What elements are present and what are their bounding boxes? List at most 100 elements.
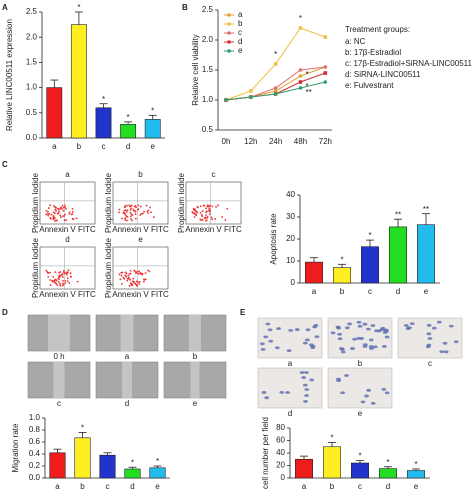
event-dot	[195, 210, 198, 213]
event-dot	[130, 218, 132, 220]
event-dot	[135, 272, 137, 274]
cell	[426, 332, 432, 336]
cell	[352, 337, 358, 341]
y-tick-label: 0.8	[29, 425, 41, 434]
event-dot	[148, 270, 151, 273]
event-dot	[71, 210, 74, 213]
event-dot	[52, 211, 55, 214]
event-dot	[47, 210, 49, 213]
cell	[448, 324, 454, 328]
x-tick-label: c	[102, 142, 106, 151]
event-dot	[136, 208, 139, 211]
x-tick-label: d	[130, 482, 134, 491]
y-tick-label: 40	[286, 190, 295, 199]
event-dot	[68, 281, 71, 284]
cell	[337, 332, 343, 336]
event-dot	[140, 213, 143, 215]
event-dot	[58, 271, 61, 274]
event-dot	[135, 206, 137, 209]
cell	[336, 379, 342, 383]
event-dot	[124, 217, 127, 219]
event-dot	[133, 269, 136, 272]
event-dot	[46, 212, 49, 215]
cell	[304, 371, 309, 374]
cell	[383, 328, 389, 332]
cell	[436, 320, 442, 324]
event-dot	[55, 282, 58, 285]
event-dot	[149, 206, 151, 209]
event-dot	[126, 209, 129, 212]
event-dot	[224, 219, 227, 221]
cell	[304, 394, 309, 397]
event-dot	[118, 273, 121, 276]
legend-marker	[227, 31, 231, 35]
legend-marker	[227, 22, 231, 26]
x-tick-label: c	[368, 287, 372, 296]
cell	[426, 323, 432, 327]
event-dot	[140, 272, 143, 275]
significance-mark: **	[395, 210, 401, 219]
cell	[362, 345, 368, 348]
point	[273, 92, 278, 96]
point	[298, 74, 303, 78]
event-dot	[59, 274, 61, 277]
flow-x-label: Annexin V FITC	[39, 225, 96, 234]
legend-title: Treatment groups:	[345, 25, 410, 34]
cell	[301, 376, 307, 379]
event-dot	[65, 208, 67, 210]
event-dot	[204, 217, 206, 219]
event-dot	[132, 208, 135, 211]
flow-plot-label: a	[65, 170, 70, 179]
event-dot	[65, 273, 68, 276]
bar	[305, 261, 323, 284]
event-dot	[122, 276, 125, 279]
scratch-label: b	[193, 352, 198, 361]
event-dot	[134, 210, 136, 213]
bar	[333, 267, 351, 284]
scratch-gap	[120, 315, 134, 351]
significance-mark: *	[274, 50, 277, 59]
event-dot	[64, 282, 67, 285]
event-dot	[147, 209, 150, 212]
cell	[362, 322, 368, 326]
event-dot	[143, 210, 145, 213]
bar	[389, 226, 407, 284]
event-dot	[128, 204, 131, 207]
event-dot	[205, 214, 207, 217]
cell	[347, 322, 352, 326]
cell	[314, 335, 320, 339]
event-dot	[45, 213, 48, 216]
event-dot	[64, 206, 67, 209]
bar	[120, 124, 137, 139]
y-tick-label: 30	[286, 212, 295, 221]
bar	[49, 452, 66, 479]
event-dot	[129, 215, 132, 218]
scratch-label: d	[125, 399, 129, 408]
x-tick-label: b	[340, 287, 345, 296]
panel-letter: B	[182, 3, 188, 12]
cell	[261, 391, 267, 394]
event-dot	[71, 207, 74, 210]
event-dot	[118, 208, 121, 211]
cell	[344, 374, 349, 377]
significance-mark: *	[77, 3, 80, 12]
panel-letter: C	[2, 160, 8, 169]
event-dot	[55, 209, 57, 212]
cell	[259, 342, 265, 346]
cell	[305, 328, 311, 332]
point	[323, 65, 328, 69]
cell	[426, 343, 432, 347]
event-dot	[72, 218, 75, 221]
scratch-gap	[190, 362, 200, 398]
event-dot	[217, 204, 219, 207]
event-dot	[129, 282, 132, 284]
event-dot	[128, 272, 131, 275]
event-dot	[138, 281, 141, 283]
cell-label: c	[428, 359, 432, 368]
point	[273, 86, 278, 90]
event-dot	[195, 211, 198, 214]
event-dot	[48, 271, 51, 274]
event-dot	[130, 207, 133, 210]
event-dot	[197, 206, 199, 209]
